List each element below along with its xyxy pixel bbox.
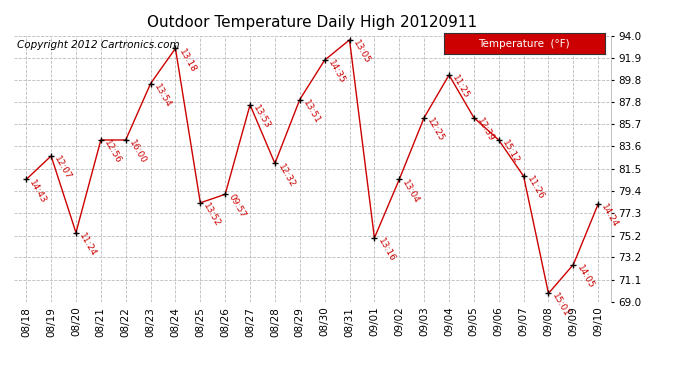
Text: 12:39: 12:39 [475,116,496,143]
Text: 11:26: 11:26 [525,175,546,202]
Text: 12:07: 12:07 [52,154,73,182]
Text: 11:24: 11:24 [77,231,98,258]
Title: Outdoor Temperature Daily High 20120911: Outdoor Temperature Daily High 20120911 [147,15,477,30]
Text: 13:16: 13:16 [376,237,397,264]
Text: 14:05: 14:05 [575,263,595,290]
Text: 13:51: 13:51 [301,98,322,125]
Text: 13:18: 13:18 [177,47,197,74]
Text: 13:53: 13:53 [251,104,272,130]
Text: 09:57: 09:57 [226,193,247,220]
Text: 15:12: 15:12 [500,139,521,165]
Text: 13:54: 13:54 [152,82,172,109]
Text: 12:32: 12:32 [276,162,297,189]
Text: 13:04: 13:04 [401,178,422,205]
Text: 16:00: 16:00 [127,139,148,165]
Text: 14:24: 14:24 [600,202,620,229]
Text: 15:01: 15:01 [550,292,571,319]
Text: 14:35: 14:35 [326,59,346,86]
Text: 11:25: 11:25 [451,74,471,100]
Text: 13:05: 13:05 [351,39,372,65]
Text: 12:25: 12:25 [426,116,446,143]
Text: 14:43: 14:43 [28,178,48,205]
Text: Copyright 2012 Cartronics.com: Copyright 2012 Cartronics.com [17,40,179,50]
Text: 12:56: 12:56 [102,139,123,165]
Text: 13:52: 13:52 [201,201,222,228]
